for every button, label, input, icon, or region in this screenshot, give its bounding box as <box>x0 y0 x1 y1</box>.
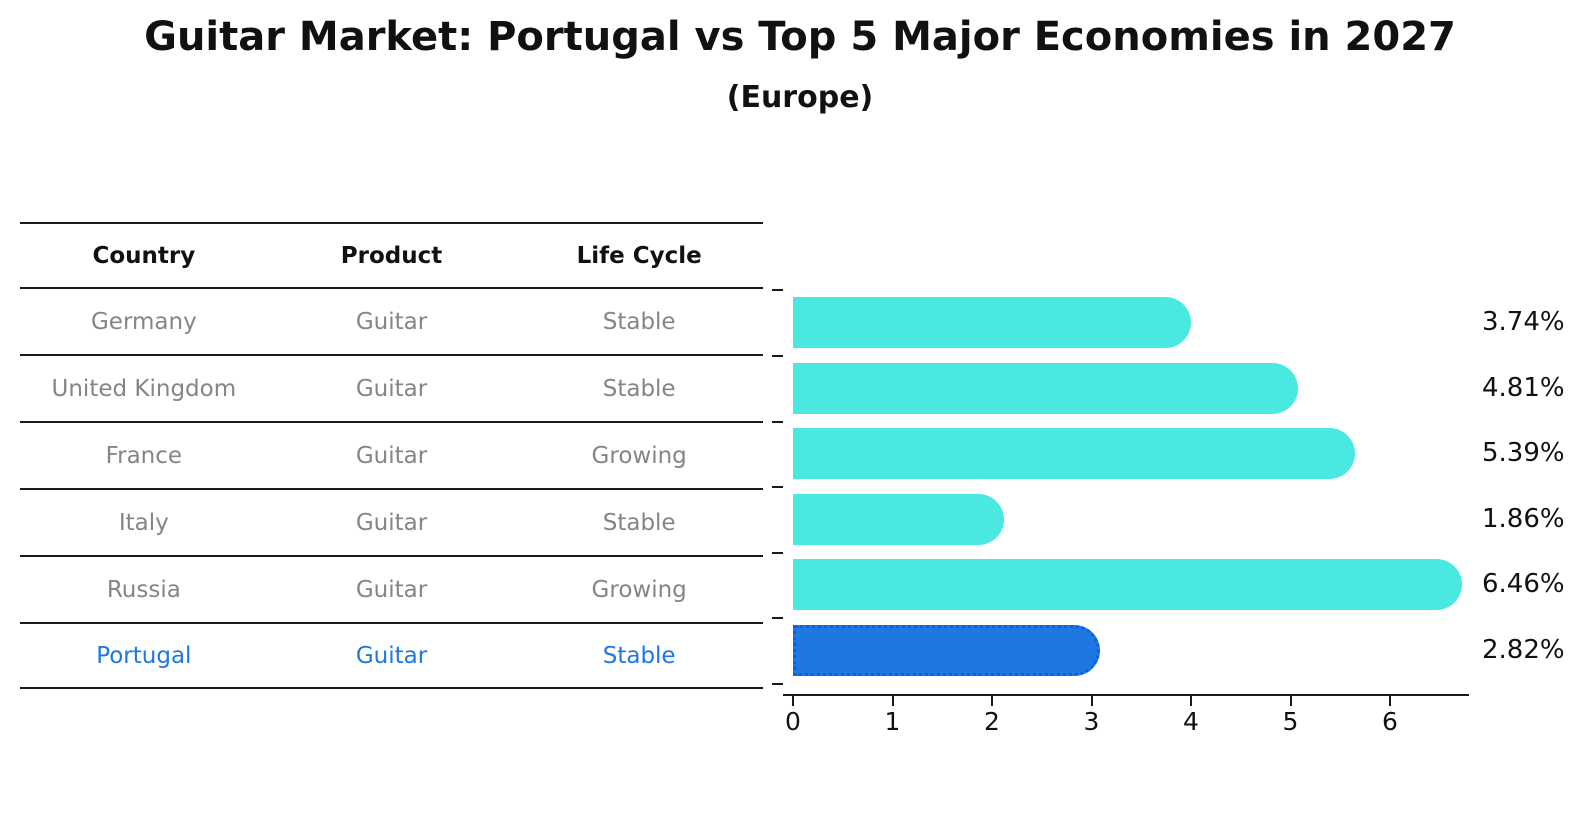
bar-row-germany: 3.74% <box>793 297 1565 348</box>
table-row-russia: Russia Guitar Growing <box>20 555 763 622</box>
y-axis-tick <box>772 289 783 291</box>
x-axis: 0 1 2 3 4 5 6 <box>785 695 1479 755</box>
life-cycle-cell: Growing <box>591 442 687 469</box>
x-axis-tick-label: 0 <box>785 707 801 736</box>
x-axis-tick <box>1289 696 1292 706</box>
country-cell: Russia <box>106 576 181 603</box>
x-axis-tick <box>792 696 794 706</box>
bar-germany <box>793 297 1192 348</box>
column-header-country: Country <box>92 242 196 269</box>
data-table: Country Product Life Cycle Germany Guita… <box>20 222 763 689</box>
column-header-life-cycle: Life Cycle <box>576 242 702 269</box>
product-cell: Guitar <box>355 509 428 536</box>
table-header-row: Country Product Life Cycle <box>20 222 763 287</box>
x-axis-tick-label: 4 <box>1183 707 1199 736</box>
x-axis-line <box>783 694 1469 696</box>
life-cycle-cell: Stable <box>602 642 676 669</box>
bar-row-russia: 6.46% <box>793 559 1565 610</box>
y-axis-tick <box>772 552 783 554</box>
y-axis-tick <box>772 683 783 685</box>
x-axis-tick <box>1389 696 1391 706</box>
x-axis-tick-label: 2 <box>984 707 1000 736</box>
product-cell: Guitar <box>355 576 428 603</box>
chart-title: Guitar Market: Portugal vs Top 5 Major E… <box>144 14 1456 60</box>
x-axis-tick <box>891 696 894 706</box>
x-axis-tick-label: 6 <box>1382 707 1398 736</box>
y-axis-tick <box>772 617 783 619</box>
country-cell: United Kingdom <box>51 375 237 402</box>
value-label: 2.82% <box>1482 635 1565 665</box>
value-label: 1.86% <box>1482 504 1565 534</box>
y-axis-tick <box>772 421 783 423</box>
bar-russia <box>793 559 1462 610</box>
column-header-product: Product <box>340 242 443 269</box>
life-cycle-cell: Stable <box>602 375 676 402</box>
country-cell: Italy <box>118 509 169 536</box>
chart-subtitle: (Europe) <box>726 80 874 115</box>
value-label: 3.74% <box>1482 307 1565 337</box>
y-axis-tick <box>772 355 783 357</box>
bar-row-united-kingdom: 4.81% <box>793 363 1565 414</box>
bar-row-italy: 1.86% <box>793 494 1565 545</box>
country-cell: Portugal <box>96 642 192 669</box>
product-cell: Guitar <box>355 642 428 669</box>
life-cycle-cell: Stable <box>602 509 676 536</box>
life-cycle-cell: Stable <box>602 308 676 335</box>
x-axis-tick <box>1190 696 1192 706</box>
value-label: 4.81% <box>1482 373 1565 403</box>
product-cell: Guitar <box>355 308 428 335</box>
table-row-france: France Guitar Growing <box>20 421 763 488</box>
x-axis-tick-label: 5 <box>1282 707 1299 736</box>
table-row-germany: Germany Guitar Stable <box>20 287 763 354</box>
y-axis-tick <box>772 486 783 488</box>
table-row-united-kingdom: United Kingdom Guitar Stable <box>20 354 763 421</box>
bar-portugal-highlighted <box>793 625 1100 676</box>
bar-italy <box>793 494 1005 545</box>
country-cell: France <box>105 442 183 469</box>
bar-united-kingdom <box>793 363 1298 414</box>
life-cycle-cell: Growing <box>591 576 687 603</box>
bar-row-portugal: 2.82% <box>793 625 1565 676</box>
x-axis-tick <box>991 696 993 706</box>
x-axis-tick <box>1090 696 1093 706</box>
table-row-portugal: Portugal Guitar Stable <box>20 622 763 689</box>
x-axis-tick-label: 3 <box>1083 707 1100 736</box>
country-cell: Germany <box>90 308 197 335</box>
value-label: 5.39% <box>1482 438 1565 468</box>
bar-france <box>793 428 1356 479</box>
table-row-italy: Italy Guitar Stable <box>20 488 763 555</box>
bar-row-france: 5.39% <box>793 428 1565 479</box>
x-axis-tick-label: 1 <box>884 707 901 736</box>
value-label: 6.46% <box>1482 569 1565 599</box>
product-cell: Guitar <box>355 442 428 469</box>
product-cell: Guitar <box>355 375 428 402</box>
